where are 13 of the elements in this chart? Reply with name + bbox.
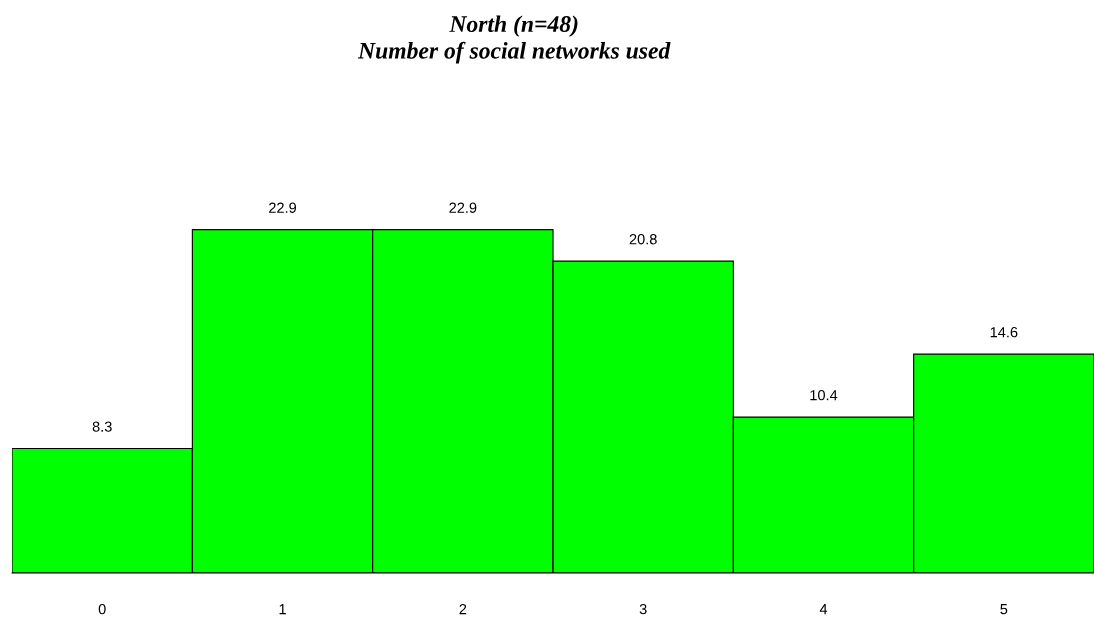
data-label: 22.9 bbox=[269, 202, 297, 213]
data-label: 14.6 bbox=[990, 327, 1018, 338]
x-tick-label: 2 bbox=[459, 603, 467, 615]
x-tick-label: 0 bbox=[98, 603, 106, 615]
x-tick-label: 5 bbox=[1000, 604, 1008, 615]
x-tick-label: 4 bbox=[819, 604, 828, 615]
data-label: 8.3 bbox=[92, 421, 112, 432]
data-label: 22.9 bbox=[449, 202, 477, 213]
data-label: 20.8 bbox=[629, 234, 657, 245]
x-tick-label: 1 bbox=[279, 604, 286, 615]
x-tick-label: 3 bbox=[639, 603, 647, 615]
data-label: 10.4 bbox=[810, 389, 838, 401]
chart-title: North (n=48) Number of social networks used bbox=[357, 15, 671, 64]
